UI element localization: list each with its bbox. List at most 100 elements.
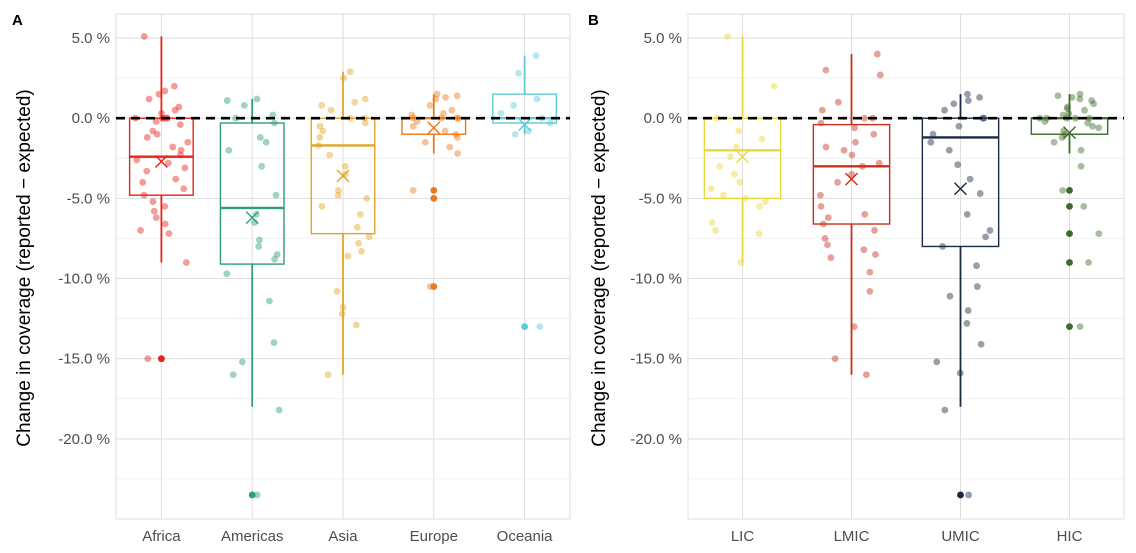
panel-a: A 5.0 % 0.0 % -5.0 % -10.0 % -15.0 % -20.0 % C… <box>12 12 571 545</box>
panel-b-hic-point <box>1058 134 1066 141</box>
panel-b-lmic-point <box>822 66 830 74</box>
panel-b-y-tick-label: -5.0 % <box>639 190 682 207</box>
panel-b-umic-point <box>964 307 972 314</box>
panel-b-lic-point <box>755 230 763 238</box>
panel-a-americas-point <box>271 255 279 263</box>
panel-a-asia-point <box>318 202 326 210</box>
panel-a-y-tick-label: -20.0 % <box>58 431 110 448</box>
panel-b-lic-point <box>720 191 727 199</box>
panel-b-lmic-box <box>812 123 891 225</box>
panel-b-lic-point <box>758 135 766 143</box>
panel-b-lmic-point <box>875 159 883 167</box>
panel-a-africa-point <box>137 227 144 234</box>
panel-a-oceania-point <box>497 109 505 117</box>
panel-a-europe-point <box>408 111 416 119</box>
panel-b-lmic-point <box>848 151 856 159</box>
panel-a-oceania-point <box>510 101 518 109</box>
panel-a-europe-outlier <box>430 194 438 202</box>
panel-b-hic-outlier <box>1066 202 1073 210</box>
panel-a-africa-mean-stroke <box>154 154 168 168</box>
panel-b-lmic-point <box>824 214 832 222</box>
panel-a-africa-point <box>164 159 172 167</box>
panel-a-africa-point <box>139 178 147 186</box>
panel-a-americas-point <box>269 111 277 119</box>
panel-a-asia-point <box>356 210 364 218</box>
panel-a-x-tick-label: Americas <box>221 528 284 545</box>
panel-a-asia-point <box>333 287 341 295</box>
panel-b-umic-mean-stroke <box>954 182 967 196</box>
panel-b-hic-point <box>1090 100 1098 108</box>
panel-a-africa-point <box>133 156 141 164</box>
panel-a-y-tick-label: -5.0 % <box>67 190 110 207</box>
panel-b-hic-outlier <box>1066 323 1073 331</box>
panel-b-umic-point <box>963 320 971 327</box>
panel-b-lmic-point <box>817 119 825 127</box>
panel-b-umic-point <box>966 175 974 183</box>
panel-b-lmic-point <box>850 323 858 331</box>
panel-b-lic-point <box>724 33 731 40</box>
panel-b-lmic-point <box>866 268 874 276</box>
panel-b-x-tick-label: HIC <box>1057 528 1083 545</box>
panel-a-x-tick-label: Asia <box>328 528 358 545</box>
panel-a-africa-point <box>169 143 177 151</box>
panel-b-hic-outlier <box>1066 259 1073 266</box>
panel-a-asia-point <box>351 98 359 106</box>
panel-a-europe-point <box>441 127 449 135</box>
panel-b-hic-point <box>1077 146 1085 154</box>
panel-b-lic-point <box>733 143 740 151</box>
panel-b-lmic-point <box>840 146 848 154</box>
panel-b-lmic-mean-marker <box>845 172 858 186</box>
panel-b-lic-point <box>735 127 743 135</box>
panel-a-americas-point <box>253 491 261 499</box>
panel-b-lic-point <box>756 202 764 210</box>
panel-b-hic-point <box>1050 138 1058 146</box>
panel-a-europe-point <box>421 138 429 146</box>
panel-a-oceania-mean-marker <box>518 118 532 132</box>
panel-a-y-tick-label: -10.0 % <box>58 271 110 288</box>
panel-b-lic-mean-marker <box>736 150 749 164</box>
panel-b-umic-point <box>982 233 989 241</box>
panel-a-asia-point <box>361 95 369 103</box>
panel-b-lmic-point <box>872 251 879 258</box>
panel-a-europe-point <box>409 122 417 130</box>
panel-a-africa-point <box>145 95 153 103</box>
panel-a-asia-mean-stroke <box>336 169 350 183</box>
panel-b-umic-point <box>927 138 935 146</box>
panel-a-americas-point <box>225 146 233 154</box>
panel-a-africa-point <box>176 121 184 129</box>
panel-a-americas-point <box>255 243 263 250</box>
panel-a-africa-point <box>180 185 188 193</box>
panel-a-americas-point <box>229 371 237 379</box>
panel-b-lmic-point <box>816 191 824 199</box>
panel-b-lmic-point <box>827 254 835 262</box>
panel-a-oceania-point <box>533 95 541 103</box>
panel-a-asia-point <box>341 162 349 170</box>
panel-b-lmic-point <box>860 246 868 254</box>
panel-a-africa-point <box>161 87 169 95</box>
panel-a-oceania-point <box>515 69 523 77</box>
panel-a-africa-point <box>170 82 178 90</box>
panel-a-asia-point <box>324 371 332 379</box>
panel-a-africa-point <box>149 198 157 205</box>
panel-b-umic-point <box>976 190 984 197</box>
panel-a-africa-point <box>182 259 190 266</box>
panel-b-hic-point <box>1088 97 1096 104</box>
panel-b-hic-point <box>1084 119 1092 127</box>
panel-b-hic-point <box>1068 93 1076 101</box>
panel-a-europe-point <box>454 134 461 141</box>
panel-b-hic-point <box>1076 323 1084 331</box>
panel-b-lmic-point <box>862 371 870 379</box>
panel-a-asia-point <box>365 233 373 241</box>
panel-b-umic-point <box>941 406 949 414</box>
panel-a-americas-point <box>223 97 231 104</box>
panel-b-umic-outlier <box>957 491 964 499</box>
panel-b-lic-point <box>716 162 724 170</box>
panel-a-africa-point <box>177 146 185 154</box>
panel-a-europe-point <box>439 109 447 117</box>
panel-a-europe-point <box>413 118 421 125</box>
panel-b-umic-point <box>977 340 985 348</box>
panel-a-americas-outlier <box>248 491 256 499</box>
panel-a-asia-point <box>326 151 334 159</box>
panel-a-x-tick-label: Oceania <box>497 528 554 545</box>
